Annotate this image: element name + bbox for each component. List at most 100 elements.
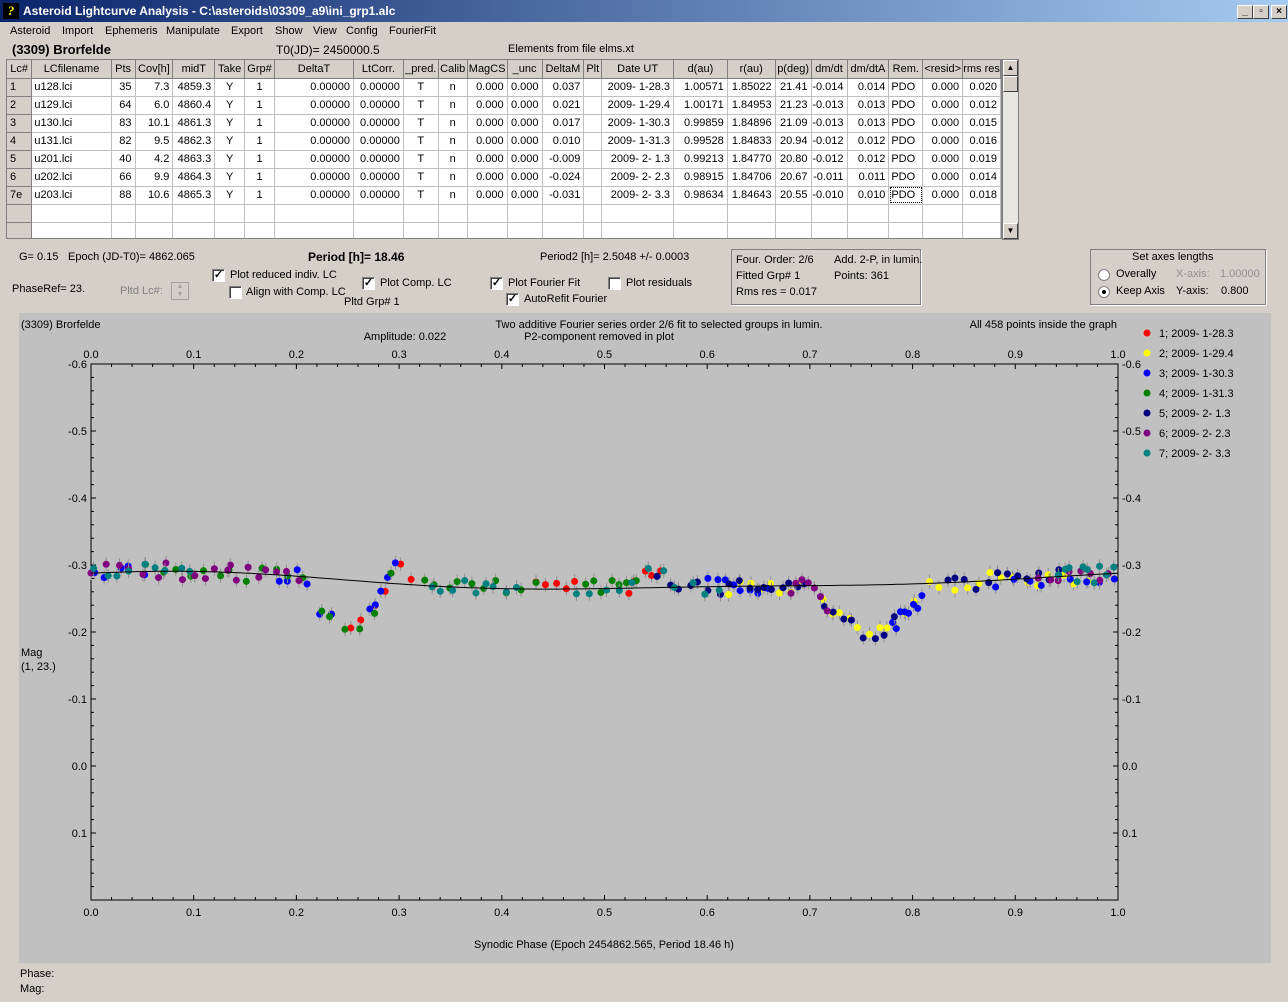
table-cell[interactable] [888,204,924,223]
table-cell[interactable] [111,204,136,223]
table-cell[interactable]: 0.000 [467,186,508,205]
table-cell[interactable]: n [438,150,468,169]
table-cell[interactable] [583,186,603,205]
minimize-button[interactable]: _ [1237,5,1253,19]
lightcurve-table[interactable]: Lc# LCfilename Pts Cov[h] midT Take Grp# DeltaT… [6,59,1002,239]
table-cell[interactable] [172,204,216,223]
table-cell[interactable]: 0.98634 [673,186,728,205]
table-cell[interactable]: 1 [244,114,275,133]
table-cell[interactable] [172,222,216,238]
table-cell[interactable]: 0.000 [467,114,508,133]
table-cell[interactable]: -0.031 [542,186,585,205]
table-cell[interactable]: 0.00000 [274,96,354,115]
empty-row[interactable] [7,204,1001,223]
table-cell[interactable]: 0.014 [847,78,890,97]
table-cell[interactable]: -0.011 [811,168,848,187]
table-cell[interactable]: 0.000 [467,132,508,151]
table-cell[interactable]: 1 [244,186,275,205]
table-cell[interactable]: n [438,168,468,187]
table-cell[interactable]: 0.00000 [274,168,354,187]
table-cell[interactable]: 0.99859 [673,114,728,133]
table-cell[interactable]: u201.lci [31,150,112,169]
table-cell[interactable] [7,204,33,223]
table-cell[interactable]: 2009- 1-28.3 [601,78,675,97]
table-cell[interactable]: 0.000 [922,186,964,205]
table-cell[interactable]: 0.99528 [673,132,728,151]
table-cell[interactable]: 6 [7,168,33,187]
table-cell[interactable]: 2 [7,96,33,115]
overally-radio[interactable] [1098,269,1110,281]
table-cell[interactable] [507,222,543,238]
table-cell[interactable]: 0.000 [922,168,964,187]
table-cell[interactable]: 7.3 [135,78,174,97]
table-cell[interactable]: 0.00000 [353,78,404,97]
table-cell[interactable]: 20.55 [775,186,812,205]
table-cell[interactable]: 4865.3 [172,186,216,205]
table-cell[interactable]: 0.013 [847,114,890,133]
column-header[interactable]: DeltaM [542,60,585,79]
table-cell[interactable]: 21.23 [775,96,812,115]
table-cell[interactable]: 0.00000 [353,132,404,151]
table-cell[interactable]: n [438,132,468,151]
table-cell[interactable]: Y [214,78,246,97]
table-cell[interactable]: 4864.3 [172,168,216,187]
table-cell[interactable]: PDO [888,114,924,133]
table-cell[interactable]: 0.012 [847,150,890,169]
table-cell[interactable]: u128.lci [31,78,112,97]
menu-view[interactable]: View [313,25,337,37]
column-header[interactable]: DeltaT [274,60,354,79]
table-cell[interactable] [111,222,136,238]
table-cell[interactable]: 0.000 [507,168,543,187]
table-cell[interactable]: u203.lci [31,186,112,205]
table-cell[interactable]: PDO [888,186,924,205]
table-cell[interactable]: 0.00000 [274,114,354,133]
table-cell[interactable]: 3 [7,114,33,133]
table-cell[interactable]: 0.00000 [353,114,404,133]
table-cell[interactable] [775,222,812,238]
table-cell[interactable]: u202.lci [31,168,112,187]
table-cell[interactable] [135,204,174,223]
table-cell[interactable] [467,222,508,238]
table-cell[interactable] [601,222,675,238]
column-header[interactable]: r(au) [727,60,776,79]
table-cell[interactable]: 4860.4 [172,96,216,115]
table-cell[interactable]: 0.00000 [274,186,354,205]
table-cell[interactable] [673,222,728,238]
table-cell[interactable] [727,222,776,238]
table-cell[interactable]: T [403,168,439,187]
empty-row[interactable] [7,222,1001,238]
table-cell[interactable]: T [403,96,439,115]
table-cell[interactable]: 4862.3 [172,132,216,151]
table-cell[interactable]: T [403,78,439,97]
table-cell[interactable] [962,204,1001,223]
table-cell[interactable]: 0.000 [467,78,508,97]
table-cell[interactable]: 5 [7,150,33,169]
plot-comp-checkbox[interactable]: ✓ [362,277,375,290]
table-cell[interactable]: -0.010 [811,186,848,205]
table-cell[interactable]: 1 [244,78,275,97]
table-cell[interactable]: 20.67 [775,168,812,187]
table-cell[interactable]: 4.2 [135,150,174,169]
table-cell[interactable]: 0.014 [962,168,1001,187]
plot-canvas[interactable]: (3309) Brorfelde Two additive Fourier ser… [19,313,1271,963]
table-cell[interactable]: 0.000 [507,186,543,205]
table-cell[interactable]: 1 [7,78,33,97]
table-cell[interactable]: u131.lci [31,132,112,151]
table-cell[interactable]: T [403,186,439,205]
table-cell[interactable] [775,204,812,223]
scroll-thumb[interactable] [1003,76,1018,92]
maximize-button[interactable]: ▫ [1253,5,1269,19]
table-cell[interactable]: 1.00571 [673,78,728,97]
yaxis-value[interactable]: 0.800 [1221,285,1249,297]
table-cell[interactable]: 0.000 [922,132,964,151]
table-cell[interactable] [847,222,890,238]
table-cell[interactable]: 64 [111,96,136,115]
menu-show[interactable]: Show [275,25,303,37]
table-cell[interactable] [214,222,246,238]
table-cell[interactable]: 4861.3 [172,114,216,133]
table-cell[interactable]: Y [214,186,246,205]
table-cell[interactable]: 0.016 [962,132,1001,151]
